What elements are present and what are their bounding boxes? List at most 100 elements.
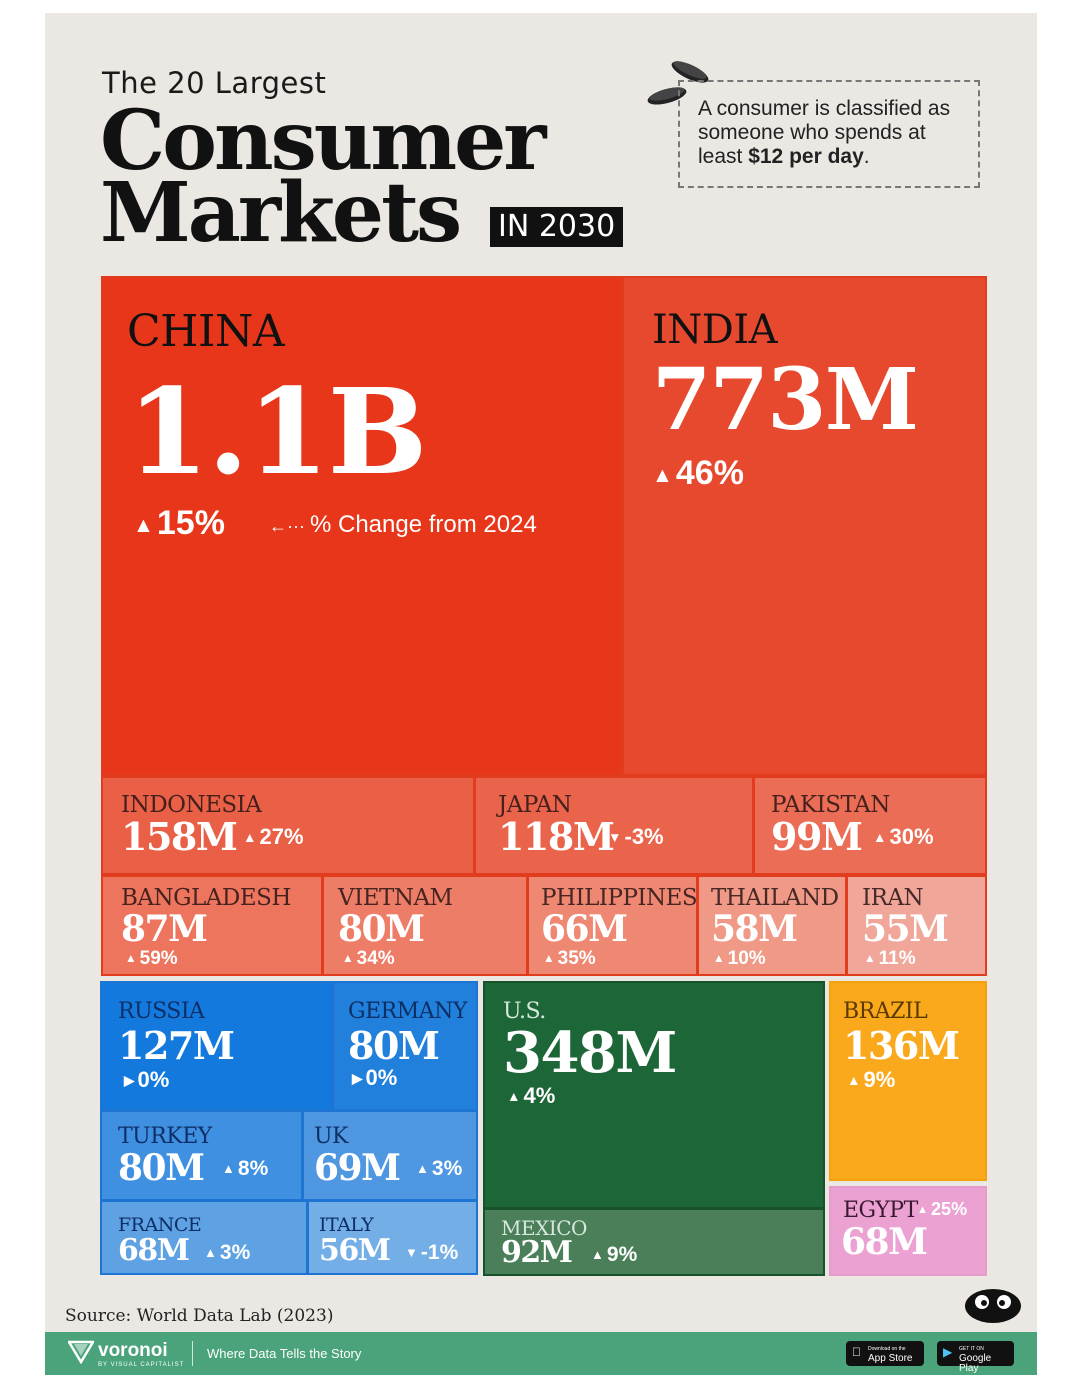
tile-name: ITALY <box>319 1214 374 1236</box>
tile-change: 46% <box>652 456 744 490</box>
tile-name: EGYPT <box>843 1198 918 1223</box>
tile-change: -1% <box>405 1242 458 1263</box>
tile-indonesia: INDONESIA158M27% <box>101 776 475 875</box>
tile-change: 10% <box>713 949 766 968</box>
tile-value: 158M <box>121 814 238 859</box>
tile-change: 0% <box>124 1069 169 1091</box>
tile-value: 80M <box>338 908 425 950</box>
title-small: The 20 Largest <box>102 66 327 100</box>
tile-change: -3% <box>608 826 664 848</box>
note-bold: $12 per day <box>748 145 864 168</box>
tile-value: 80M <box>118 1147 205 1189</box>
tile-bangladesh: BANGLADESH87M59% <box>101 875 323 976</box>
voronoi-logo-icon <box>68 1340 94 1364</box>
tile-change: 11% <box>864 949 916 968</box>
google-play-button[interactable]: ▶ GET IT ON Google Play <box>937 1341 1014 1374</box>
tile-thailand: THAILAND58M10% <box>697 875 847 976</box>
tile-name: BRAZIL <box>843 999 928 1024</box>
tile-value: 127M <box>118 1023 235 1068</box>
tile-change: 8% <box>222 1158 268 1179</box>
tile-change: 30% <box>873 826 934 848</box>
tile-name: U.S. <box>503 999 546 1024</box>
tile-change: 15% <box>133 506 225 540</box>
tile-value: 87M <box>121 908 208 950</box>
app-store-label: App Store <box>868 1353 913 1364</box>
tile-value: 136M <box>843 1023 960 1068</box>
play-label: Google Play <box>959 1353 992 1374</box>
tile-change: 9% <box>591 1244 637 1265</box>
tile-name: MEXICO <box>501 1216 587 1240</box>
tile-value: 56M <box>319 1233 391 1268</box>
tile-name: PHILIPPINES <box>541 885 698 911</box>
dotted-arrow-icon: ←··· <box>269 516 310 536</box>
tile-us: U.S.348M4% <box>483 981 825 1209</box>
tile-name: UK <box>314 1124 348 1149</box>
tile-value: 55M <box>862 908 949 950</box>
tile-value: 66M <box>541 908 628 950</box>
tile-value: 99M <box>771 814 863 859</box>
play-icon: ▶ <box>943 1345 953 1359</box>
tile-name: INDIA <box>652 307 778 353</box>
tile-change: 3% <box>204 1242 250 1263</box>
note-end: . <box>863 145 870 168</box>
tile-change: 25% <box>917 1200 967 1218</box>
note-text: A consumer is classified as someone who … <box>698 97 951 168</box>
tile-name: CHINA <box>127 306 285 357</box>
tile-brazil: BRAZIL136M9% <box>829 981 987 1181</box>
tile-name: BANGLADESH <box>121 885 291 911</box>
title-markets: Markets <box>100 165 462 261</box>
play-small: GET IT ON <box>959 1346 984 1352</box>
tagline: Where Data Tells the Story <box>207 1346 362 1361</box>
tile-change: 34% <box>342 949 395 968</box>
tile-name: IRAN <box>862 885 924 911</box>
mascot-icon <box>965 1289 1021 1323</box>
app-store-button[interactable]:  Download on the App Store <box>846 1341 924 1366</box>
tile-name: PAKISTAN <box>771 792 890 818</box>
app-store-small: Download on the <box>868 1346 906 1352</box>
apple-icon:  <box>852 1346 861 1358</box>
consumer-definition-note: A consumer is classified as someone who … <box>678 80 980 188</box>
tile-change: 27% <box>243 826 304 848</box>
tile-name: VIETNAM <box>338 885 453 911</box>
tile-value: 92M <box>501 1235 573 1270</box>
tile-change: 9% <box>847 1069 896 1091</box>
tile-name: FRANCE <box>118 1214 202 1236</box>
title-consumer: Consumer <box>100 93 546 189</box>
tile-value: 1.1B <box>127 362 428 501</box>
tile-name: THAILAND <box>711 885 839 911</box>
tile-germany: GERMANY80M0% <box>332 981 478 1111</box>
tile-value: 773M <box>652 350 919 450</box>
coins-icon <box>647 61 709 105</box>
tile-change: 59% <box>125 949 178 968</box>
tile-value: 348M <box>503 1020 677 1086</box>
tile-name: INDONESIA <box>121 792 262 818</box>
source: Source: World Data Lab (2023) <box>65 1306 334 1326</box>
tile-name: RUSSIA <box>118 999 205 1024</box>
brand-name: voronoi <box>98 1340 168 1361</box>
tile-name: GERMANY <box>348 999 467 1024</box>
tile-name: TURKEY <box>118 1124 212 1149</box>
footer-divider <box>192 1341 193 1366</box>
tile-value: 69M <box>314 1147 401 1189</box>
tile-russia: RUSSIA127M0% <box>100 981 333 1111</box>
tile-change: 4% <box>507 1085 556 1107</box>
year-badge: IN 2030 <box>490 207 624 247</box>
tile-philippines: PHILIPPINES66M35% <box>527 875 698 976</box>
tile-value: 68M <box>118 1233 190 1268</box>
tile-vietnam: VIETNAM80M34% <box>322 875 528 976</box>
tile-change: 0% <box>352 1067 397 1089</box>
tile-iran: IRAN55M11% <box>846 875 987 976</box>
tile-value: 118M <box>498 814 615 859</box>
tile-name: JAPAN <box>498 792 572 818</box>
brand-sub: BY VISUAL CAPITALIST <box>98 1362 185 1368</box>
